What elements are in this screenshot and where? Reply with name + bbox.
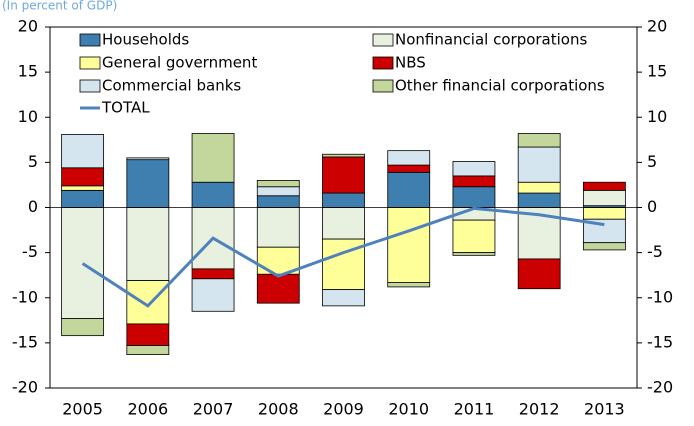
legend-label: Other financial corporations (395, 77, 605, 95)
bar-segment (256, 195, 300, 208)
x-tick-label: 2008 (258, 400, 299, 419)
bar-segment (582, 207, 626, 220)
bar-segment (517, 181, 561, 194)
y2-tick-label: 15 (647, 62, 667, 81)
bar-segment (517, 146, 561, 183)
bar-segment (191, 268, 235, 280)
legend-label: Households (102, 31, 189, 49)
bar-segment (191, 133, 235, 183)
y-tick-label: -15 (12, 332, 38, 351)
y2-tick-label: 20 (647, 17, 667, 36)
bar-segment (387, 164, 431, 173)
chart-subtitle: (In percent of GDP) (2, 0, 117, 13)
y2-tick-label: -5 (647, 242, 663, 261)
x-tick-label: 2009 (323, 400, 364, 419)
bar-segment (452, 186, 496, 208)
legend-label: NBS (395, 54, 426, 72)
bar-segment (517, 258, 561, 290)
bar-segment (322, 153, 365, 158)
legend-swatch (79, 79, 101, 93)
bar-segment (256, 273, 300, 304)
y-tick-label: -20 (12, 378, 38, 397)
bar-segment (452, 219, 496, 254)
bar-segment (61, 167, 105, 187)
legend-swatch (79, 33, 101, 47)
y2-tick-label: -15 (647, 332, 673, 351)
bar-segment (452, 161, 496, 177)
bar-segment (582, 189, 626, 207)
legend-label: General government (102, 54, 257, 72)
y-tick-label: 0 (28, 197, 38, 216)
bar-segment (387, 207, 431, 283)
bar-segment (582, 242, 626, 251)
bar-segment (126, 345, 170, 356)
x-tick-label: 2007 (193, 400, 234, 419)
total-line (81, 206, 605, 308)
y-tick-label: 15 (18, 62, 38, 81)
x-tick-label: 2005 (62, 400, 103, 419)
bar-segment (191, 278, 235, 312)
y2-tick-label: -20 (647, 378, 673, 397)
bar-segment (126, 323, 170, 346)
legend-label: Commercial banks (102, 77, 241, 95)
bar-segment (517, 133, 561, 148)
bar-segment (452, 252, 496, 256)
legend-swatch (372, 56, 394, 70)
bar-segment (61, 133, 105, 169)
x-tick-label: 2011 (454, 400, 495, 419)
bar-segment (256, 207, 300, 248)
bar-segment (126, 280, 170, 325)
bar-segment (387, 171, 431, 208)
y-tick-label: 5 (28, 152, 38, 171)
y-tick-label: -10 (12, 287, 38, 306)
bar-segment (61, 207, 105, 319)
bar-segment (256, 186, 300, 197)
y2-tick-label: 10 (647, 107, 667, 126)
bar-segment (452, 175, 496, 188)
legend-swatch (79, 56, 101, 70)
legend-label: Nonfinancial corporations (395, 31, 587, 49)
bar-segment (387, 150, 431, 166)
bar-segment (61, 318, 105, 337)
bar-segment (517, 192, 561, 208)
bar-segment (322, 289, 365, 307)
y2-tick-label: 0 (647, 197, 657, 216)
legend-label: TOTAL (101, 99, 150, 117)
y-tick-label: 20 (18, 17, 38, 36)
x-tick-label: 2013 (584, 400, 625, 419)
x-tick-label: 2006 (127, 400, 168, 419)
y2-tick-label: 5 (647, 152, 657, 171)
y-tick-label: -5 (22, 242, 38, 261)
bar-segment (582, 181, 626, 191)
y-tick-label: 10 (18, 107, 38, 126)
bar-segment (126, 159, 170, 208)
bar-segment (191, 181, 235, 208)
bar-segment (322, 156, 365, 194)
bar-segment (256, 180, 300, 188)
bar-segment (61, 189, 105, 208)
bar-segment (126, 157, 170, 161)
bar-segment (387, 282, 431, 288)
bar-segment (322, 207, 365, 240)
y2-tick-label: -10 (647, 287, 673, 306)
legend-swatch (372, 33, 394, 47)
legend-swatch (372, 79, 394, 93)
x-tick-label: 2010 (388, 400, 429, 419)
x-tick-label: 2012 (519, 400, 560, 419)
bar-segment (61, 185, 105, 191)
bar-segment (322, 192, 365, 208)
bar-segment (126, 207, 170, 282)
